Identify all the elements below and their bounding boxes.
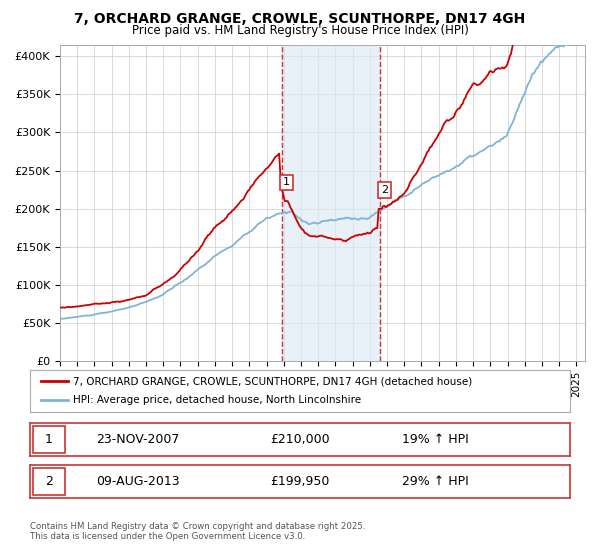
FancyBboxPatch shape	[33, 426, 65, 453]
Text: HPI: Average price, detached house, North Lincolnshire: HPI: Average price, detached house, Nort…	[73, 395, 361, 405]
Text: Price paid vs. HM Land Registry's House Price Index (HPI): Price paid vs. HM Land Registry's House …	[131, 24, 469, 36]
Text: 19% ↑ HPI: 19% ↑ HPI	[401, 433, 469, 446]
Bar	[282, 45, 380, 361]
Text: 09-AUG-2013: 09-AUG-2013	[96, 475, 180, 488]
Text: 23-NOV-2007: 23-NOV-2007	[97, 433, 179, 446]
Text: 2: 2	[381, 185, 388, 195]
Text: Contains HM Land Registry data © Crown copyright and database right 2025.
This d: Contains HM Land Registry data © Crown c…	[30, 522, 365, 542]
Text: £199,950: £199,950	[271, 475, 329, 488]
Text: 2: 2	[45, 475, 53, 488]
Text: £210,000: £210,000	[270, 433, 330, 446]
Text: 7, ORCHARD GRANGE, CROWLE, SCUNTHORPE, DN17 4GH (detached house): 7, ORCHARD GRANGE, CROWLE, SCUNTHORPE, D…	[73, 376, 472, 386]
Text: 1: 1	[45, 433, 53, 446]
Text: 1: 1	[283, 178, 290, 188]
Text: 29% ↑ HPI: 29% ↑ HPI	[401, 475, 469, 488]
FancyBboxPatch shape	[33, 468, 65, 495]
Text: 7, ORCHARD GRANGE, CROWLE, SCUNTHORPE, DN17 4GH: 7, ORCHARD GRANGE, CROWLE, SCUNTHORPE, D…	[74, 12, 526, 26]
